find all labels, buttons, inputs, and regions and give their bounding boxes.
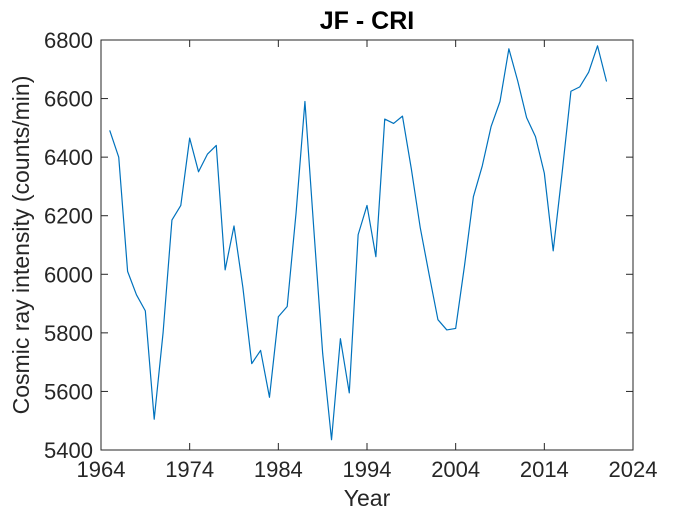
- y-tick-label: 5400: [44, 438, 93, 463]
- y-tick-label: 5600: [44, 379, 93, 404]
- y-tick-label: 6800: [44, 28, 93, 53]
- y-tick-label: 5800: [44, 321, 93, 346]
- axes-layer: 1964 1974 1984 1994 2004 2014 2024 5400 5600 5800…: [44, 28, 657, 482]
- y-tick-label: 6000: [44, 262, 93, 287]
- axes-box: [100, 39, 634, 451]
- x-tick-label: 1964: [77, 457, 126, 482]
- x-tick-label: 2014: [520, 457, 569, 482]
- data-series-line: [109, 45, 608, 441]
- x-axis-label: Year: [344, 485, 391, 511]
- x-tick-label: 1984: [254, 457, 303, 482]
- y-tick-label: 6600: [44, 87, 93, 112]
- y-tick-label: 6400: [44, 145, 93, 170]
- x-tick-label: 2004: [431, 457, 480, 482]
- x-tick-label: 1994: [343, 457, 392, 482]
- chart-title: JF - CRI: [320, 7, 414, 35]
- y-tick-label: 6200: [44, 204, 93, 229]
- y-axis-label: Cosmic ray intensity (counts/min): [8, 76, 34, 415]
- cosmic-ray-intensity-line: [109, 45, 608, 441]
- x-tick-label: 2024: [609, 457, 658, 482]
- x-tick-label: 1974: [165, 457, 214, 482]
